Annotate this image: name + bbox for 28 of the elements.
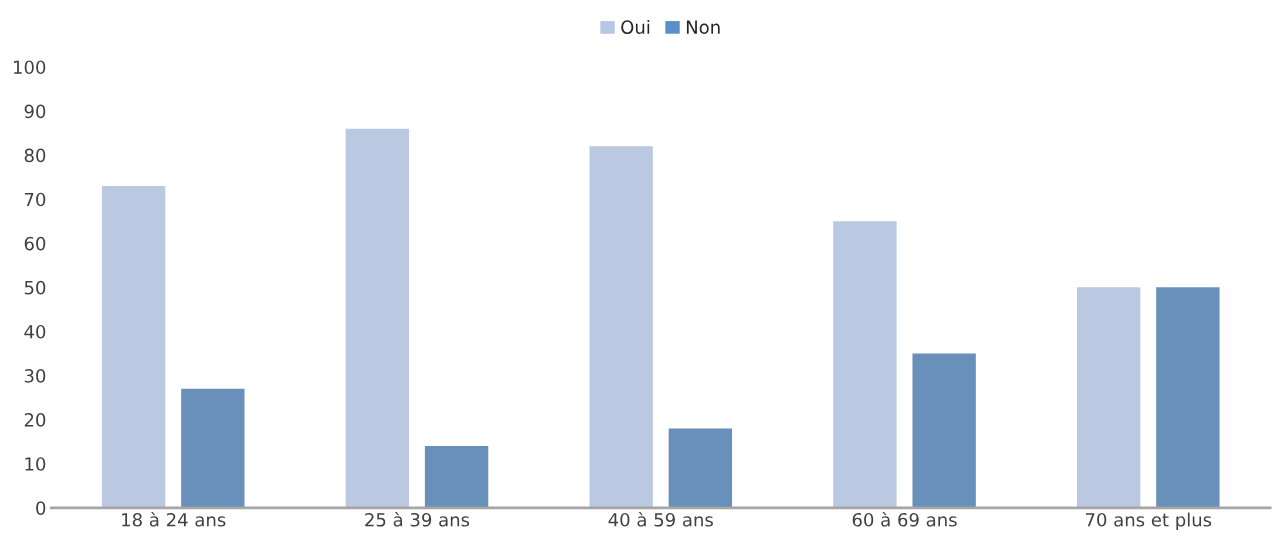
bar [1076, 287, 1141, 508]
bar [424, 446, 489, 508]
legend-label: Oui [621, 20, 650, 34]
y-tick-label: 10 [25, 457, 46, 471]
y-tick-label: 100 [13, 60, 46, 75]
y-tick-label: 0 [36, 501, 46, 515]
x-tick-label: 25 à 39 ans [365, 511, 470, 527]
y-tick-label: 40 [24, 324, 46, 339]
x-tick-label: 18 à 24 ans [122, 511, 226, 527]
bar [1156, 287, 1220, 508]
bar [833, 221, 897, 508]
y-tick-label: 80 [24, 148, 46, 163]
x-tick-label: 60 à 69 ans [852, 511, 957, 527]
bar [589, 146, 653, 508]
y-tick-label: 60 [24, 236, 46, 251]
y-tick-label: 90 [24, 104, 46, 119]
bar [345, 128, 410, 508]
y-tick-label: 50 [24, 280, 46, 295]
bar [181, 388, 245, 508]
legend-label: Non [686, 20, 720, 34]
y-tick-label: 20 [24, 413, 46, 427]
bar [668, 428, 733, 508]
y-tick-label: 70 [24, 192, 46, 207]
y-tick-label: 30 [24, 368, 46, 383]
bar [912, 353, 976, 508]
x-tick-label: 40 à 59 ans [608, 511, 713, 527]
x-tick-label: 70 ans et plus [1085, 512, 1212, 531]
bar [101, 185, 166, 508]
